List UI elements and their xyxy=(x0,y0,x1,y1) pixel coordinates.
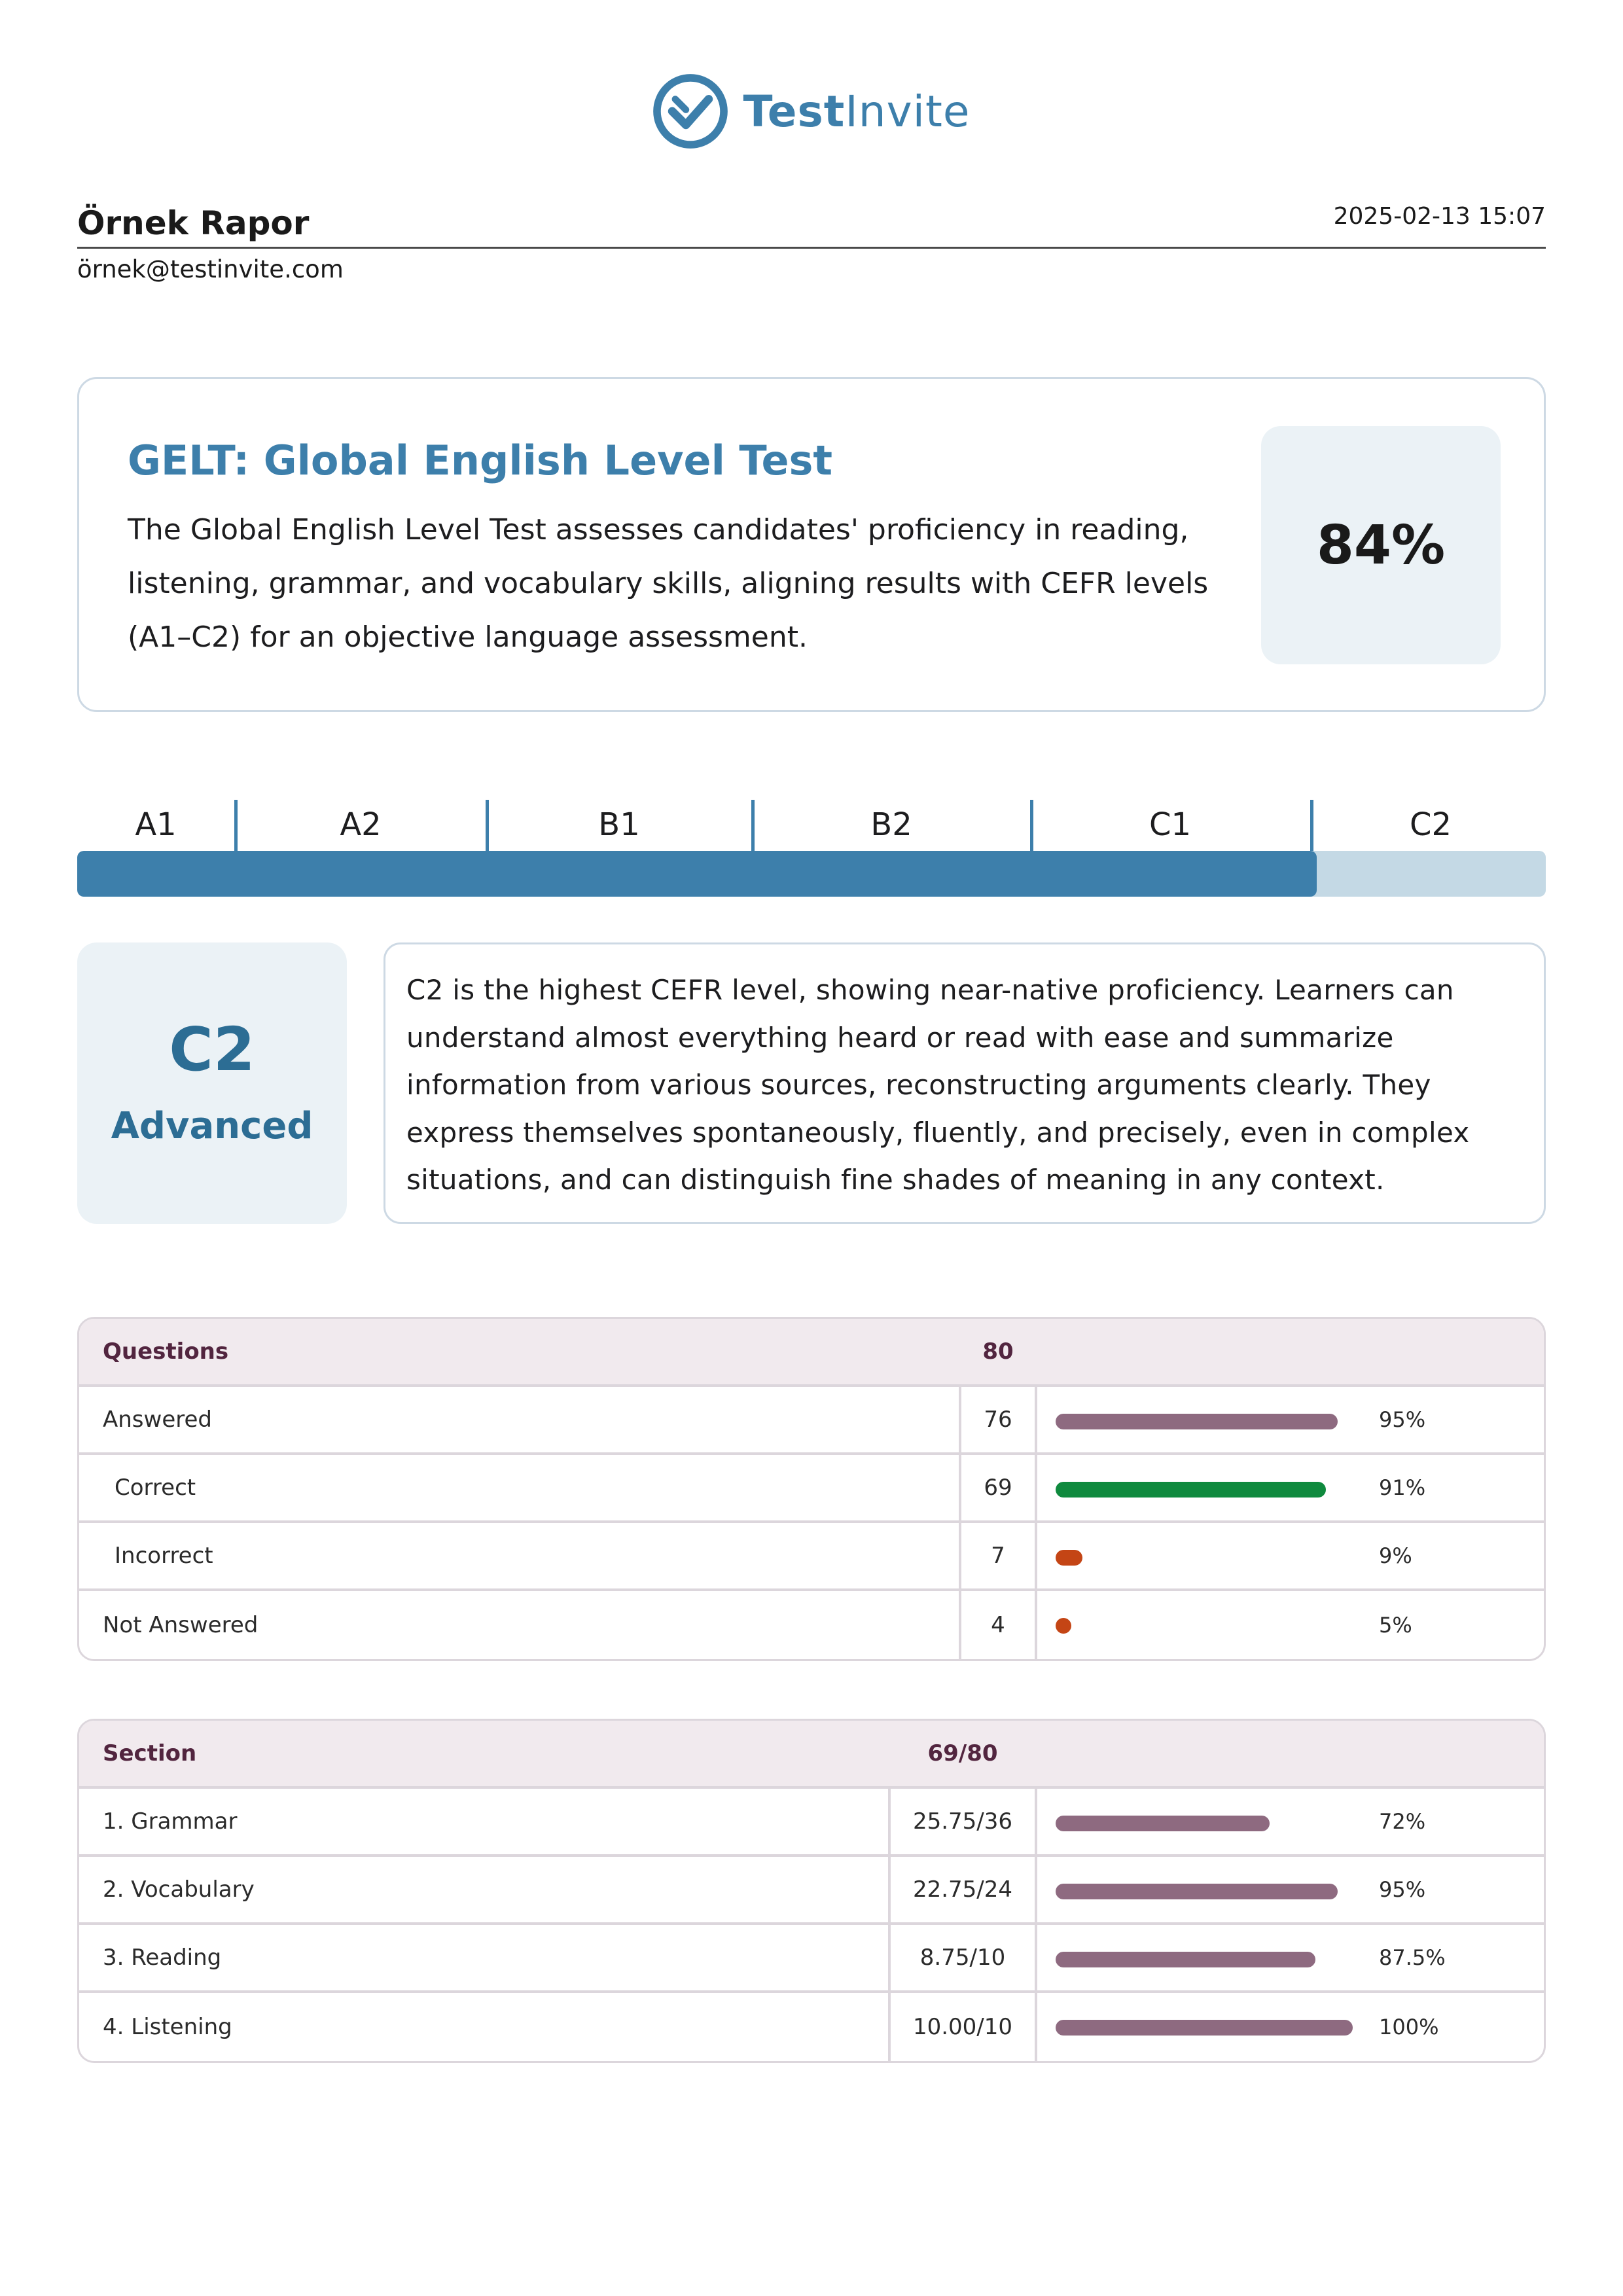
section-header-label: Section xyxy=(103,1740,197,1767)
cefr-scale: A1 A2 B1 B2 C1 C2 xyxy=(77,800,1546,897)
table-row: 1. Grammar 25.75/36 72% xyxy=(79,1789,1544,1857)
row-percent: 72% xyxy=(1379,1809,1426,1834)
overall-score: 84% xyxy=(1261,426,1501,664)
scale-tick xyxy=(751,800,755,851)
level-description-card: C2 is the highest CEFR level, showing ne… xyxy=(383,942,1546,1224)
table-row: 2. Vocabulary 22.75/24 95% xyxy=(79,1857,1544,1925)
row-label: Answered xyxy=(103,1407,212,1433)
brand-name-regular: Invite xyxy=(845,86,971,137)
row-progress-bar xyxy=(1056,1952,1316,1967)
row-label: Correct xyxy=(115,1475,196,1501)
scale-level-c2: C2 xyxy=(1409,806,1452,843)
report-date: 2025-02-13 15:07 xyxy=(1333,203,1546,230)
test-description: The Global English Level Test assesses c… xyxy=(128,513,1209,654)
row-value: 22.75/24 xyxy=(912,1876,1013,1903)
column-divider xyxy=(959,1319,961,1659)
section-table: Section 69/80 1. Grammar 25.75/36 72% 2.… xyxy=(77,1719,1546,2063)
brand-logo: TestInvite xyxy=(0,73,1623,149)
row-value: 10.00/10 xyxy=(912,2014,1013,2040)
scale-level-a1: A1 xyxy=(135,806,177,843)
scale-tick xyxy=(234,800,238,851)
report-header: Örnek Rapor 2025-02-13 15:07 xyxy=(77,196,1546,249)
row-label: 2. Vocabulary xyxy=(103,1876,255,1903)
row-label: 3. Reading xyxy=(103,1945,222,1971)
scale-tick xyxy=(1030,800,1033,851)
row-percent: 95% xyxy=(1379,1407,1426,1432)
row-progress-bar xyxy=(1056,1618,1071,1634)
brand-name-bold: Test xyxy=(743,86,846,137)
row-label: Incorrect xyxy=(115,1543,213,1569)
check-badge-icon xyxy=(653,74,728,149)
questions-table: Questions 80 Answered 76 95% Correct 69 … xyxy=(77,1317,1546,1661)
table-row: 3. Reading 8.75/10 87.5% xyxy=(79,1925,1544,1993)
row-percent: 87.5% xyxy=(1379,1945,1446,1970)
scale-track xyxy=(77,851,1546,897)
row-progress-bar xyxy=(1056,1414,1338,1429)
table-row: Correct 69 91% xyxy=(79,1455,1544,1523)
test-summary-card: GELT: Global English Level Test The Glob… xyxy=(77,377,1546,712)
row-value: 25.75/36 xyxy=(912,1808,1013,1835)
row-progress-bar xyxy=(1056,1482,1327,1498)
scale-level-b2: B2 xyxy=(870,806,912,843)
row-progress-bar xyxy=(1056,1884,1338,1899)
brand-name: TestInvite xyxy=(743,86,970,137)
row-percent: 91% xyxy=(1379,1475,1426,1500)
table-row: Not Answered 4 5% xyxy=(79,1591,1544,1659)
row-label: 1. Grammar xyxy=(103,1808,238,1835)
scale-level-b1: B1 xyxy=(598,806,640,843)
row-label: 4. Listening xyxy=(103,2014,232,2040)
candidate-email: örnek@testinvite.com xyxy=(77,255,344,283)
scale-level-c1: C1 xyxy=(1149,806,1192,843)
row-percent: 95% xyxy=(1379,1877,1426,1902)
row-progress-bar xyxy=(1056,1816,1270,1831)
column-divider xyxy=(1035,1319,1037,1659)
scale-tick xyxy=(1310,800,1313,851)
row-label: Not Answered xyxy=(103,1612,259,1638)
row-value: 4 xyxy=(991,1612,1005,1638)
candidate-name: Örnek Rapor xyxy=(77,204,310,242)
section-header-value: 69/80 xyxy=(927,1740,998,1767)
column-divider xyxy=(888,1721,891,2061)
table-header-row: Questions 80 xyxy=(79,1319,1544,1387)
row-value: 8.75/10 xyxy=(919,1945,1006,1971)
row-percent: 5% xyxy=(1379,1613,1412,1638)
row-progress-bar xyxy=(1056,2020,1353,2036)
questions-header-value: 80 xyxy=(982,1338,1014,1365)
table-row: Incorrect 7 9% xyxy=(79,1523,1544,1591)
scale-progress-fill xyxy=(77,851,1317,897)
row-progress-bar xyxy=(1056,1550,1082,1566)
row-value: 76 xyxy=(984,1407,1012,1433)
scale-level-a2: A2 xyxy=(340,806,382,843)
questions-header-label: Questions xyxy=(103,1338,229,1365)
row-percent: 100% xyxy=(1379,2015,1439,2039)
table-row: Answered 76 95% xyxy=(79,1387,1544,1455)
column-divider xyxy=(1035,1721,1037,2061)
table-row: 4. Listening 10.00/10 100% xyxy=(79,1993,1544,2061)
row-value: 69 xyxy=(984,1475,1012,1501)
level-code: C2 xyxy=(169,1014,255,1085)
scale-tick xyxy=(486,800,489,851)
level-name: Advanced xyxy=(111,1105,313,1147)
level-description: C2 is the highest CEFR level, showing ne… xyxy=(406,974,1470,1196)
row-percent: 9% xyxy=(1379,1543,1412,1568)
table-header-row: Section 69/80 xyxy=(79,1721,1544,1789)
level-badge: C2 Advanced xyxy=(77,942,347,1224)
row-value: 7 xyxy=(991,1543,1005,1569)
test-title: GELT: Global English Level Test xyxy=(128,437,833,484)
